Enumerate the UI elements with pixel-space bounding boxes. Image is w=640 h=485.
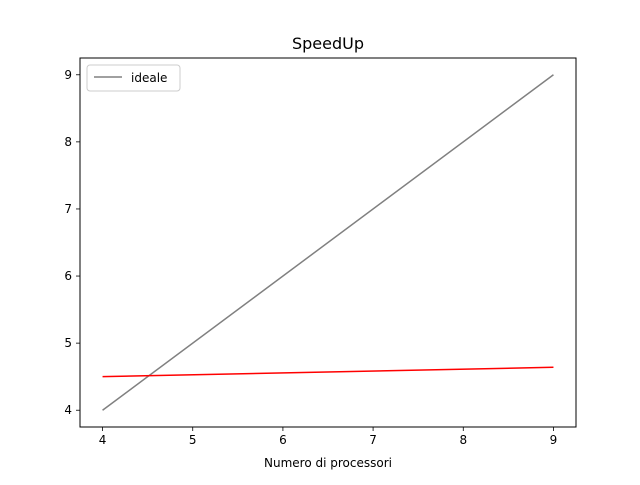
legend-box: [86, 64, 181, 92]
series-line-ideale: [102, 74, 554, 411]
plot-frame: [79, 57, 577, 428]
legend-label-ideale: ideale: [131, 71, 167, 85]
x-tick-label: 7: [369, 433, 377, 447]
x-tick-label: 6: [279, 433, 287, 447]
y-tick-label: 9: [64, 68, 72, 82]
legend: ideale: [86, 64, 181, 92]
y-tick-label: 4: [64, 403, 72, 417]
x-tick-label: 4: [99, 433, 107, 447]
y-tick-label: 8: [64, 135, 72, 149]
y-tick-label: 5: [64, 336, 72, 350]
x-tick-label: 5: [189, 433, 197, 447]
y-axis: 4 5 6 7 8 9: [64, 68, 80, 417]
y-tick-label: 7: [64, 202, 72, 216]
x-tick-label: 9: [550, 433, 558, 447]
x-tick-label: 8: [459, 433, 467, 447]
x-axis: 4 5 6 7 8 9: [99, 427, 558, 447]
series-line-2: [102, 366, 554, 378]
chart-title: SpeedUp: [292, 34, 364, 53]
series-layer: [102, 74, 554, 411]
x-axis-label: Numero di processori: [264, 456, 392, 470]
y-tick-label: 6: [64, 269, 72, 283]
